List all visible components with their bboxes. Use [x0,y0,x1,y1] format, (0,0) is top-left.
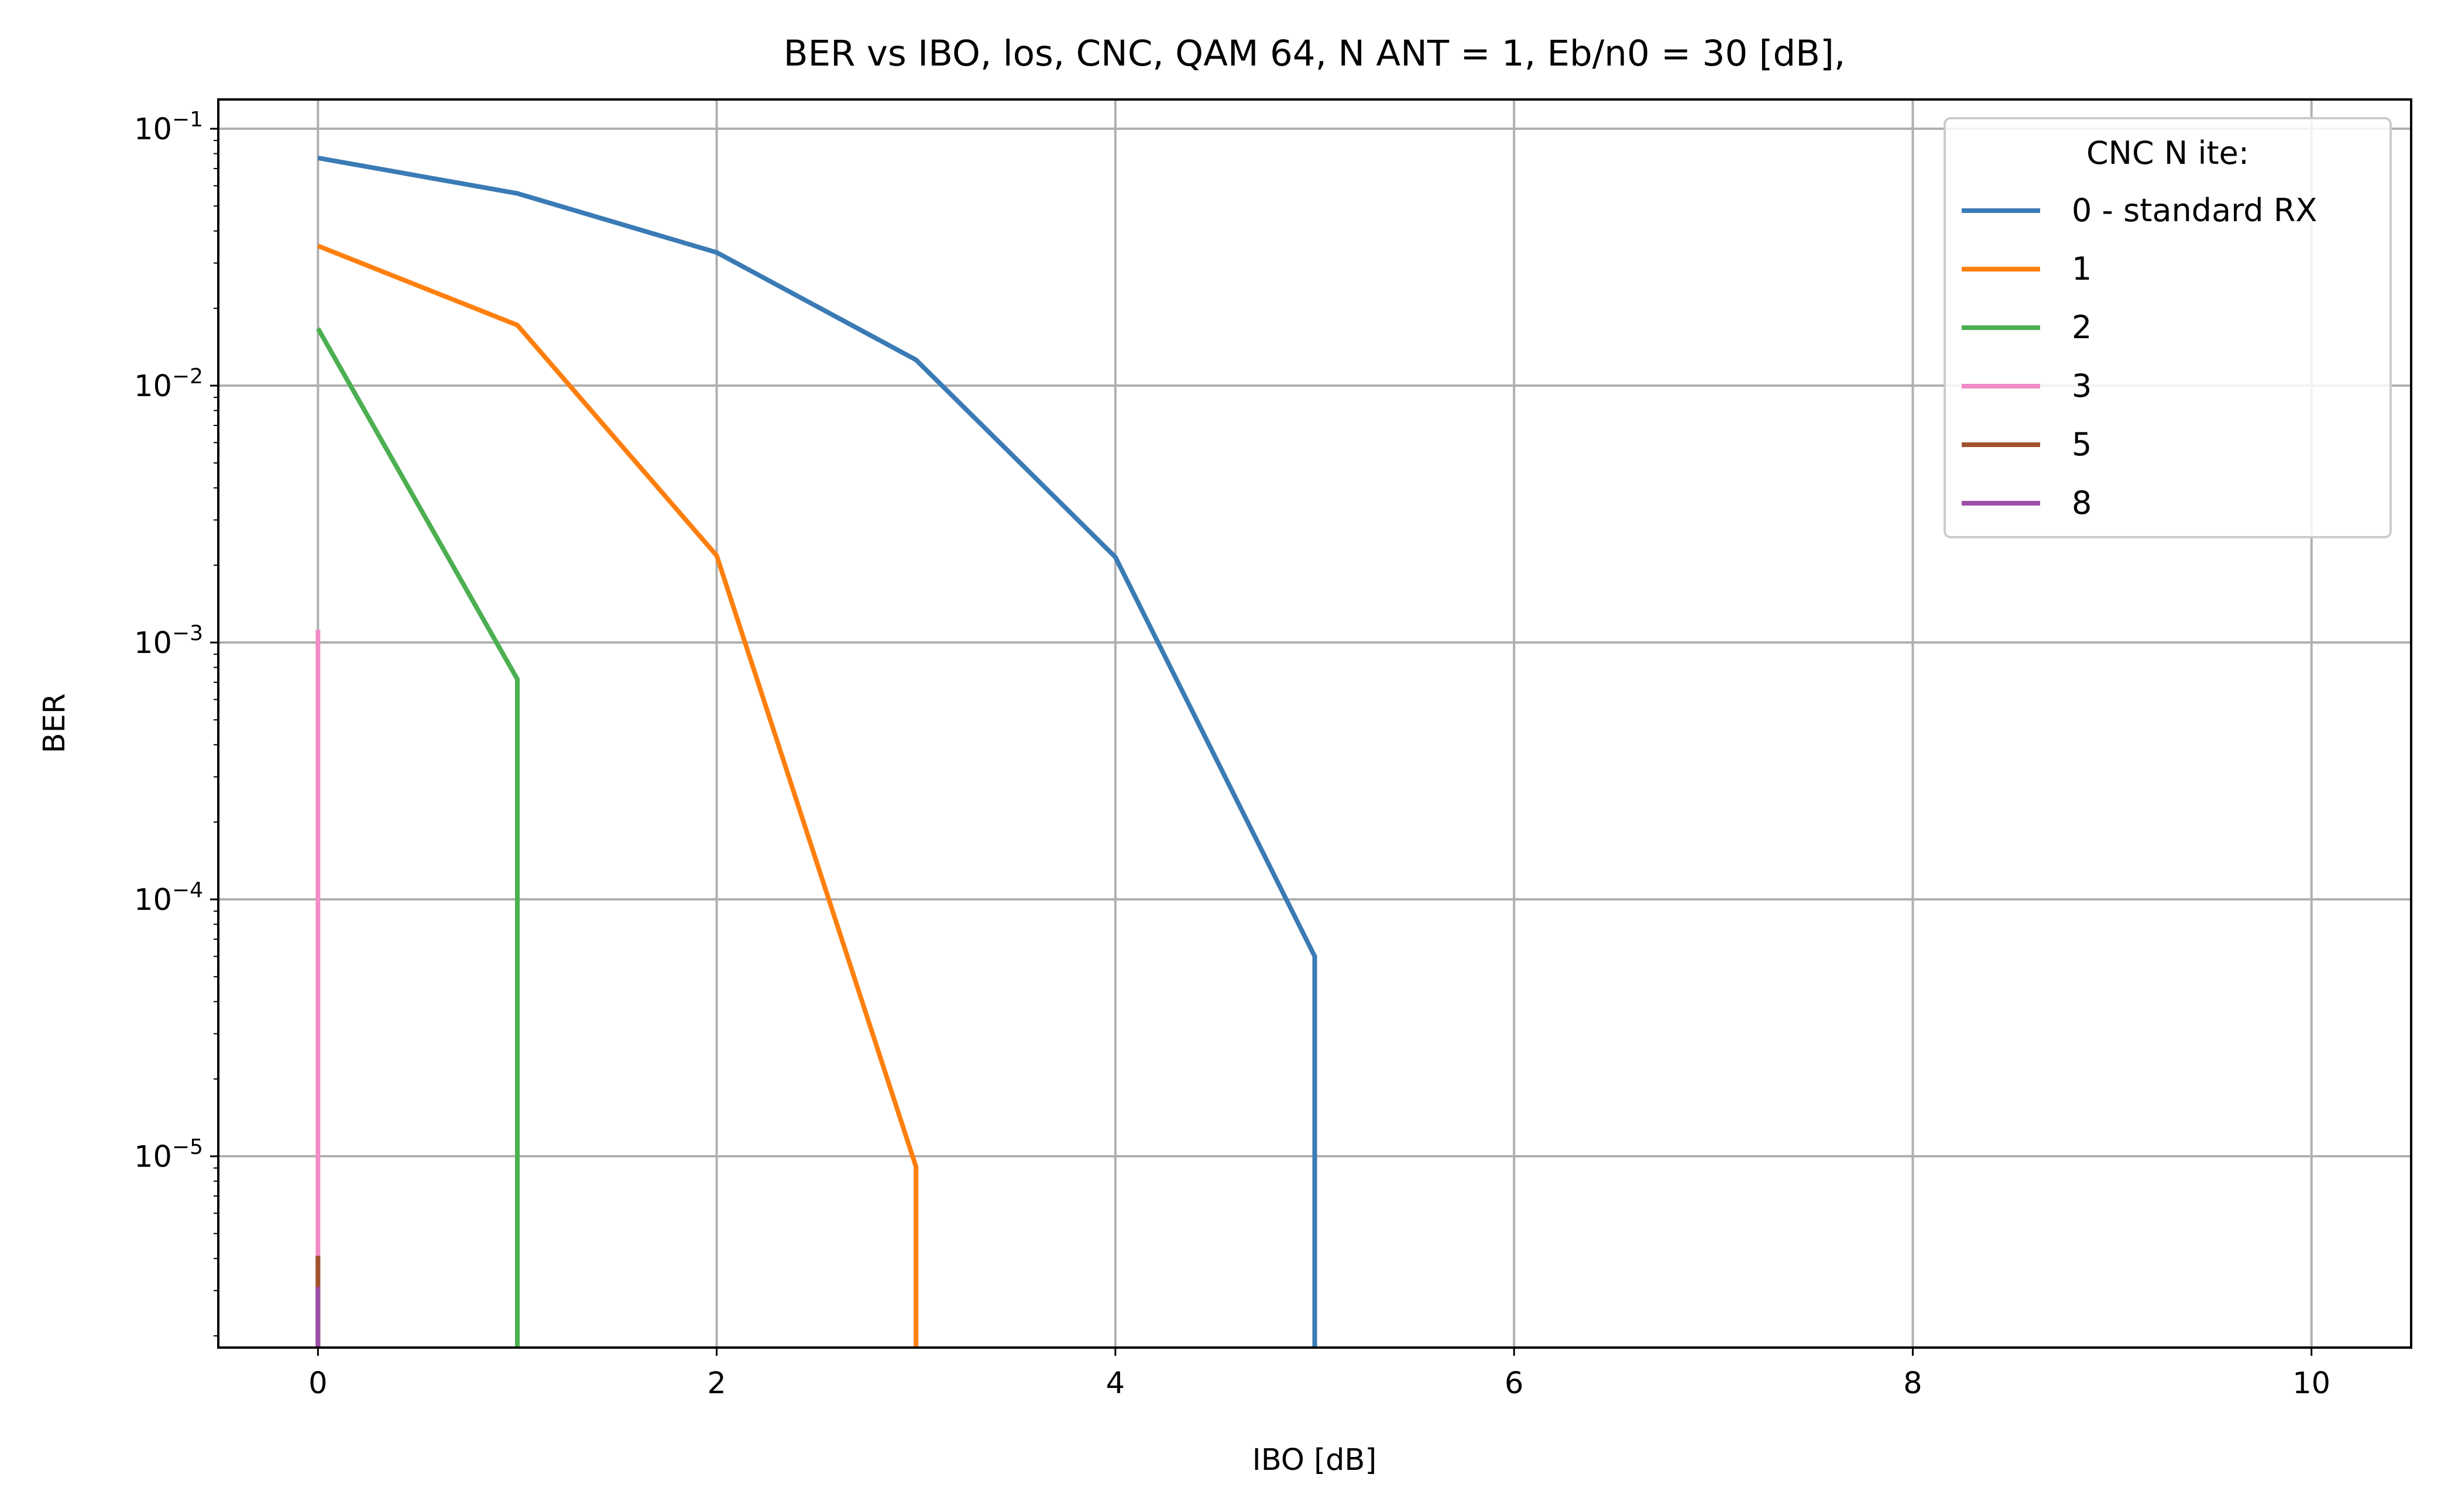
series-line-2 [317,243,919,1348]
plot-frame [217,98,2412,1349]
x-tick-label: 6 [1505,1366,1523,1401]
y-tick-label: 10−5 [134,1135,203,1174]
series-line-1 [317,155,1317,1348]
x-axis: 0 2 4 6 8 10 [308,1348,2330,1401]
y-tick-label: 10−1 [134,108,203,147]
y-axis-label: BER [37,693,72,754]
x-tick-label: 8 [1903,1366,1922,1401]
legend-title: CNC N ite: [2086,135,2249,171]
legend: CNC N ite: 0 - standard RX 1 2 3 5 8 [1944,117,2392,538]
y-tick-label: 10−2 [134,365,203,404]
series-layer [315,155,1317,1348]
y-tick-label: 10−3 [134,621,203,661]
x-tick-label: 4 [1106,1366,1125,1401]
series-line-3 [315,327,520,1348]
x-tick-label: 10 [2292,1366,2330,1401]
legend-label-2: 1 [2072,250,2092,287]
legend-items: 0 - standard RX 1 2 3 5 8 [1962,192,2317,521]
x-tick-label: 0 [308,1366,327,1401]
legend-label-1: 0 - standard RX [2072,192,2317,229]
y-axis: 10−5 10−4 10−3 10−2 10−1 [134,108,218,1336]
legend-label-5: 5 [2072,426,2092,463]
legend-label-4: 3 [2072,367,2092,404]
x-tick-label: 2 [707,1366,726,1401]
chart-title: BER vs IBO, los, CNC, QAM 64, N ANT = 1,… [784,33,1845,74]
legend-label-3: 2 [2072,309,2092,346]
legend-label-6: 8 [2072,484,2092,521]
x-axis-label: IBO [dB] [1252,1443,1377,1477]
y-tick-label: 10−4 [134,878,203,917]
legend-box [1944,117,2392,538]
